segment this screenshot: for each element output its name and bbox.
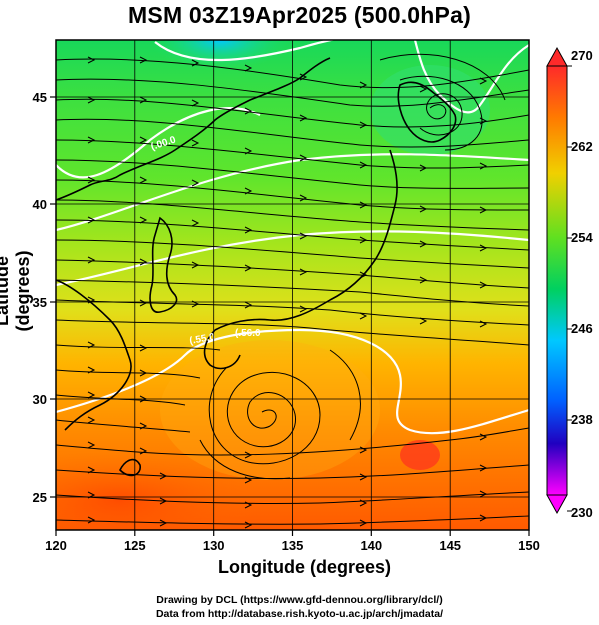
coast-taiwan [119, 458, 141, 477]
colorbar-tick-label: 270 [571, 48, 593, 63]
y-tick-label: 40 [33, 197, 47, 212]
contour-line [56, 153, 529, 232]
colorbar-tick-label: 230 [571, 505, 593, 520]
x-tick-label: 145 [439, 538, 461, 553]
coast-kyushu [203, 329, 241, 370]
y-tick-labels: 25 30 35 40 45 [33, 90, 47, 505]
cold-anomaly [150, 40, 290, 70]
x-tick-label: 125 [124, 538, 146, 553]
coast-mainland [56, 57, 331, 201]
colorbar-tick-label: 262 [571, 139, 593, 154]
x-tick-labels: 120 125 130 135 140 145 150 [45, 538, 540, 553]
x-tick-label: 140 [360, 538, 382, 553]
contour-line [413, 40, 529, 114]
coast-china [56, 279, 132, 431]
y-tick-label: 35 [33, 295, 47, 310]
coast-korea [149, 216, 178, 313]
colorbar: 270 262 254 246 238 230 [546, 46, 593, 520]
coast-hokkaido [397, 81, 457, 143]
streamlines [56, 53, 529, 525]
colorbar-tick-label: 246 [571, 321, 593, 336]
colorbar-top-arrow [546, 46, 568, 67]
x-tick-label: 135 [282, 538, 304, 553]
hot-spot [400, 440, 440, 470]
credit-drawing: Drawing by DCL (https://www.gfd-dennou.o… [156, 594, 443, 606]
colorbar-scale [546, 65, 568, 496]
colorbar-tick-label: 238 [571, 412, 593, 427]
colorbar-bottom-arrow [546, 494, 568, 515]
contour-line [56, 328, 529, 435]
credit-data: Data from http://database.rish.kyoto-u.a… [155, 608, 444, 620]
coast-honshu [214, 149, 398, 331]
y-tick-label: 25 [33, 490, 47, 505]
contour-label: (.56.0 [235, 328, 261, 339]
contour-label: (.55.0 [189, 332, 217, 347]
coastlines [56, 57, 457, 477]
colorbar-tick-label: 254 [571, 230, 593, 245]
hot-south [56, 450, 260, 530]
contour-line [56, 107, 261, 179]
x-tick-label: 130 [203, 538, 225, 553]
x-tick-label: 150 [518, 538, 540, 553]
y-tick-label: 45 [33, 90, 47, 105]
y-tick-label: 30 [33, 392, 47, 407]
colorbar-tick-labels: 270 262 254 246 238 230 [571, 48, 593, 520]
temperature-field: (.00.0 (.55.0 (.56.0 [56, 40, 529, 530]
wind-arrows [87, 56, 488, 529]
x-axis-label: Longitude (degrees) [217, 557, 391, 577]
x-tick-label: 120 [45, 538, 67, 553]
axis-ticks [50, 96, 530, 536]
graticule [56, 40, 529, 530]
chart-title: MSM 03Z19Apr2025 (500.0hPa) [128, 2, 471, 28]
